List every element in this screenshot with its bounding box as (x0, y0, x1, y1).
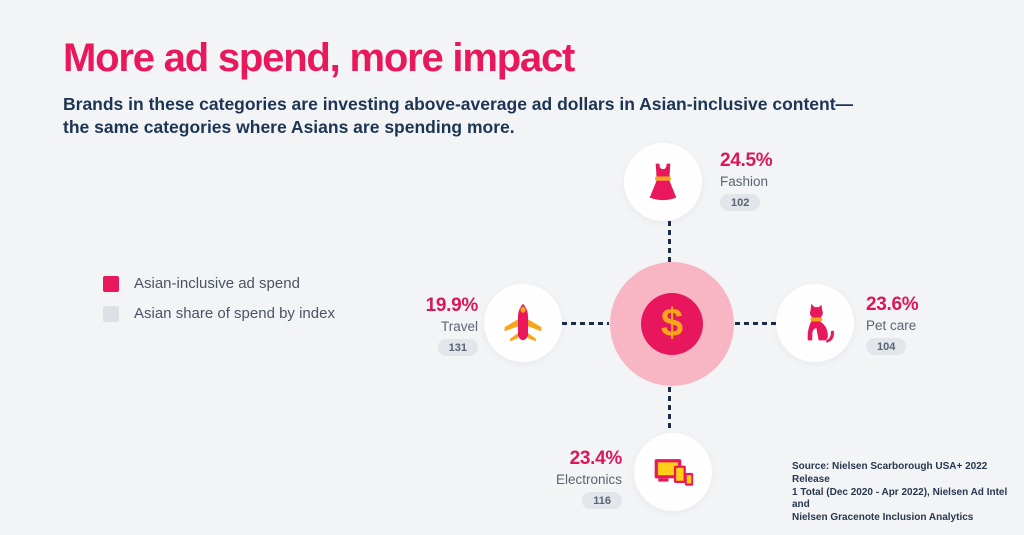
legend-item-ad-spend: Asian-inclusive ad spend (103, 275, 335, 292)
dollar-icon: $ (641, 293, 703, 355)
source-attribution: Source: Nielsen Scarborough USA+ 2022 Re… (792, 461, 1010, 525)
dress-icon (649, 163, 677, 201)
travel-index-badge: 131 (437, 339, 478, 356)
source-line-2: 1 Total (Dec 2020 - Apr 2022), Nielsen A… (792, 486, 1008, 511)
fashion-stats: 24.5% Fashion 102 (720, 150, 773, 211)
devices-icon (654, 459, 694, 486)
legend-label: Asian-inclusive ad spend (134, 275, 300, 292)
fashion-label: Fashion (720, 174, 769, 189)
page-title: More ad spend, more impact (63, 36, 575, 80)
legend-label: Asian share of spend by index (134, 305, 335, 322)
electronics-spend-value: 23.4% (569, 448, 623, 469)
electronics-stats: 23.4% Electronics 116 (556, 448, 622, 509)
fashion-spend-value: 24.5% (720, 150, 773, 171)
fashion-index-badge: 102 (720, 194, 761, 211)
connector-top (668, 221, 671, 262)
legend-item-index: Asian share of spend by index (103, 305, 335, 322)
page-subtitle: Brands in these categories are investing… (63, 93, 923, 139)
connector-right (735, 322, 776, 325)
pet-care-index-badge: 104 (866, 338, 907, 355)
travel-spend-value: 19.9% (425, 295, 479, 316)
pet-care-stats: 23.6% Pet care 104 (866, 294, 919, 355)
legend: Asian-inclusive ad spend Asian share of … (103, 275, 335, 335)
source-line-1: Source: Nielsen Scarborough USA+ 2022 Re… (792, 461, 988, 485)
fashion-node-circle (624, 143, 702, 221)
electronics-node-circle (634, 433, 712, 511)
travel-label: Travel (440, 319, 478, 334)
pink-swatch-icon (103, 275, 119, 292)
electronics-label: Electronics (555, 472, 622, 487)
pet-care-spend-value: 23.6% (866, 294, 919, 315)
connector-bottom (668, 387, 671, 432)
source-line-3: Nielsen Gracenote Inclusion Analytics (792, 512, 974, 524)
cat-icon (807, 303, 834, 343)
travel-node-circle (484, 284, 562, 362)
hub-circle: $ (610, 262, 734, 386)
subtitle-line-2: the same categories where Asians are spe… (63, 117, 515, 138)
subtitle-line-1: Brands in these categories are investing… (63, 94, 854, 114)
gray-swatch-icon (103, 305, 119, 322)
airplane-icon (504, 303, 542, 342)
pet-care-node-circle (776, 284, 854, 362)
pet-care-label: Pet care (866, 318, 917, 333)
dollar-symbol: $ (660, 301, 684, 345)
electronics-index-badge: 116 (582, 492, 622, 509)
connector-left (562, 322, 609, 325)
travel-stats: 19.9% Travel 131 (426, 295, 478, 356)
